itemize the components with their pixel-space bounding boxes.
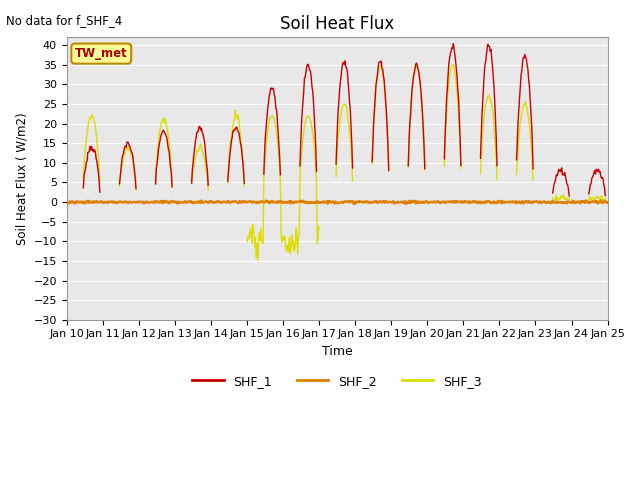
- SHF_2: [604, 200, 611, 205]
- SHF_2: [183, 200, 191, 205]
- SHF_2: [419, 200, 427, 205]
- Y-axis label: Soil Heat Flux ( W/m2): Soil Heat Flux ( W/m2): [15, 112, 28, 245]
- X-axis label: Time: Time: [322, 345, 353, 358]
- SHF_2: [63, 200, 70, 206]
- Line: SHF_2: SHF_2: [67, 200, 607, 204]
- SHF_1: [419, 112, 426, 118]
- SHF_2: [129, 200, 136, 205]
- Line: SHF_1: SHF_1: [83, 44, 605, 196]
- Text: No data for f_SHF_4: No data for f_SHF_4: [6, 14, 123, 27]
- SHF_2: [212, 199, 220, 205]
- Line: SHF_3: SHF_3: [83, 65, 605, 261]
- SHF_2: [351, 201, 358, 207]
- SHF_2: [597, 197, 605, 203]
- SHF_3: [129, 154, 136, 159]
- Legend: SHF_1, SHF_2, SHF_3: SHF_1, SHF_2, SHF_3: [188, 370, 487, 393]
- Title: Soil Heat Flux: Soil Heat Flux: [280, 15, 394, 33]
- SHF_3: [419, 112, 426, 118]
- SHF_2: [404, 200, 412, 205]
- SHF_1: [129, 150, 136, 156]
- SHF_2: [73, 200, 81, 205]
- Text: TW_met: TW_met: [75, 47, 127, 60]
